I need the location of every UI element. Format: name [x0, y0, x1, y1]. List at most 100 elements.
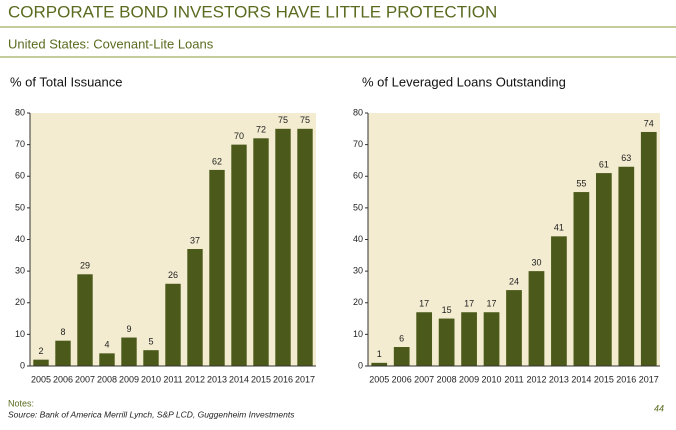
bar — [33, 359, 49, 366]
y-tick-label: 30 — [15, 266, 25, 276]
x-tick-label: 2005 — [369, 374, 389, 384]
bar — [253, 138, 269, 366]
x-tick-label: 2015 — [594, 374, 614, 384]
x-tick-label: 2014 — [229, 374, 249, 384]
chart-title: % of Total Issuance — [10, 74, 123, 89]
x-tick-label: 2010 — [482, 374, 502, 384]
value-label: 62 — [212, 156, 222, 166]
x-tick-label: 2009 — [459, 374, 479, 384]
x-tick-label: 2007 — [414, 374, 434, 384]
y-tick-label: 0 — [20, 360, 25, 370]
bar — [393, 347, 410, 366]
y-tick-label: 10 — [15, 329, 25, 339]
value-label: 24 — [509, 276, 519, 286]
bar — [573, 192, 590, 366]
bar — [461, 312, 477, 366]
notes: Notes: — [8, 398, 34, 408]
bar — [231, 144, 247, 366]
value-label: 9 — [126, 324, 131, 334]
x-tick-label: 2013 — [207, 374, 227, 384]
bar — [187, 248, 203, 366]
bar — [416, 312, 433, 366]
x-tick-label: 2016 — [273, 374, 293, 384]
x-tick-label: 2015 — [251, 374, 271, 384]
y-tick-label: 60 — [15, 171, 25, 181]
x-tick-label: 2013 — [549, 374, 569, 384]
value-label: 61 — [599, 159, 609, 169]
value-label: 63 — [621, 153, 631, 163]
value-label: 26 — [168, 270, 178, 280]
bar — [121, 337, 137, 366]
value-label: 17 — [464, 299, 474, 309]
value-label: 2 — [38, 346, 43, 356]
y-tick-label: 80 — [15, 107, 25, 117]
value-label: 15 — [442, 305, 452, 315]
chart-title: % of Leveraged Loans Outstanding — [362, 74, 566, 89]
value-label: 75 — [300, 115, 310, 125]
y-tick-label: 50 — [353, 202, 363, 212]
x-tick-label: 2017 — [295, 374, 315, 384]
bar — [483, 312, 500, 366]
value-label: 37 — [190, 235, 200, 245]
value-label: 1 — [377, 349, 382, 359]
bar — [618, 166, 635, 366]
bar — [55, 340, 71, 366]
bar — [528, 271, 545, 366]
bar — [595, 173, 612, 366]
y-tick-label: 40 — [15, 234, 25, 244]
x-tick-label: 2011 — [504, 374, 523, 384]
slide-title: CORPORATE BOND INVESTORS HAVE LITTLE PRO… — [8, 2, 497, 21]
y-tick-label: 70 — [353, 139, 363, 149]
x-tick-label: 2014 — [571, 374, 591, 384]
value-label: 17 — [487, 299, 497, 309]
y-tick-label: 20 — [15, 297, 25, 307]
slide-subtitle: United States: Covenant-Lite Loans — [8, 36, 214, 51]
y-tick-label: 0 — [358, 360, 363, 370]
x-tick-label: 2005 — [31, 374, 51, 384]
bar — [297, 128, 313, 366]
y-tick-label: 70 — [15, 139, 25, 149]
value-label: 70 — [234, 131, 244, 141]
y-tick-label: 40 — [353, 234, 363, 244]
bar — [640, 131, 657, 366]
y-tick-label: 20 — [353, 297, 363, 307]
x-tick-label: 2006 — [392, 374, 412, 384]
page-number: 44 — [654, 403, 664, 413]
value-label: 30 — [531, 258, 541, 268]
value-label: 17 — [419, 299, 429, 309]
bar — [77, 274, 93, 366]
bar — [209, 169, 225, 366]
x-tick-label: 2007 — [75, 374, 95, 384]
y-tick-label: 10 — [353, 329, 363, 339]
value-label: 41 — [554, 223, 564, 233]
value-label: 8 — [60, 327, 65, 337]
x-tick-label: 2011 — [163, 374, 182, 384]
value-label: 4 — [104, 340, 109, 350]
value-label: 6 — [399, 333, 404, 343]
bar — [99, 353, 115, 366]
x-tick-label: 2012 — [185, 374, 205, 384]
bar — [165, 283, 181, 366]
x-tick-label: 2009 — [119, 374, 139, 384]
x-tick-label: 2006 — [53, 374, 73, 384]
x-tick-label: 2017 — [639, 374, 659, 384]
y-tick-label: 60 — [353, 171, 363, 181]
x-tick-label: 2008 — [97, 374, 117, 384]
value-label: 55 — [576, 178, 586, 188]
y-tick-label: 50 — [15, 202, 25, 212]
bar — [506, 290, 522, 366]
x-tick-label: 2008 — [437, 374, 457, 384]
value-label: 29 — [80, 261, 90, 271]
value-label: 74 — [644, 118, 654, 128]
x-tick-label: 2012 — [526, 374, 546, 384]
value-label: 75 — [278, 115, 288, 125]
x-tick-label: 2016 — [616, 374, 636, 384]
bar — [438, 318, 455, 366]
value-label: 72 — [256, 125, 266, 135]
bar — [143, 350, 159, 366]
x-tick-label: 2010 — [141, 374, 161, 384]
bar — [551, 236, 567, 366]
source: Source: Bank of America Merrill Lynch, S… — [8, 409, 295, 419]
y-tick-label: 30 — [353, 266, 363, 276]
